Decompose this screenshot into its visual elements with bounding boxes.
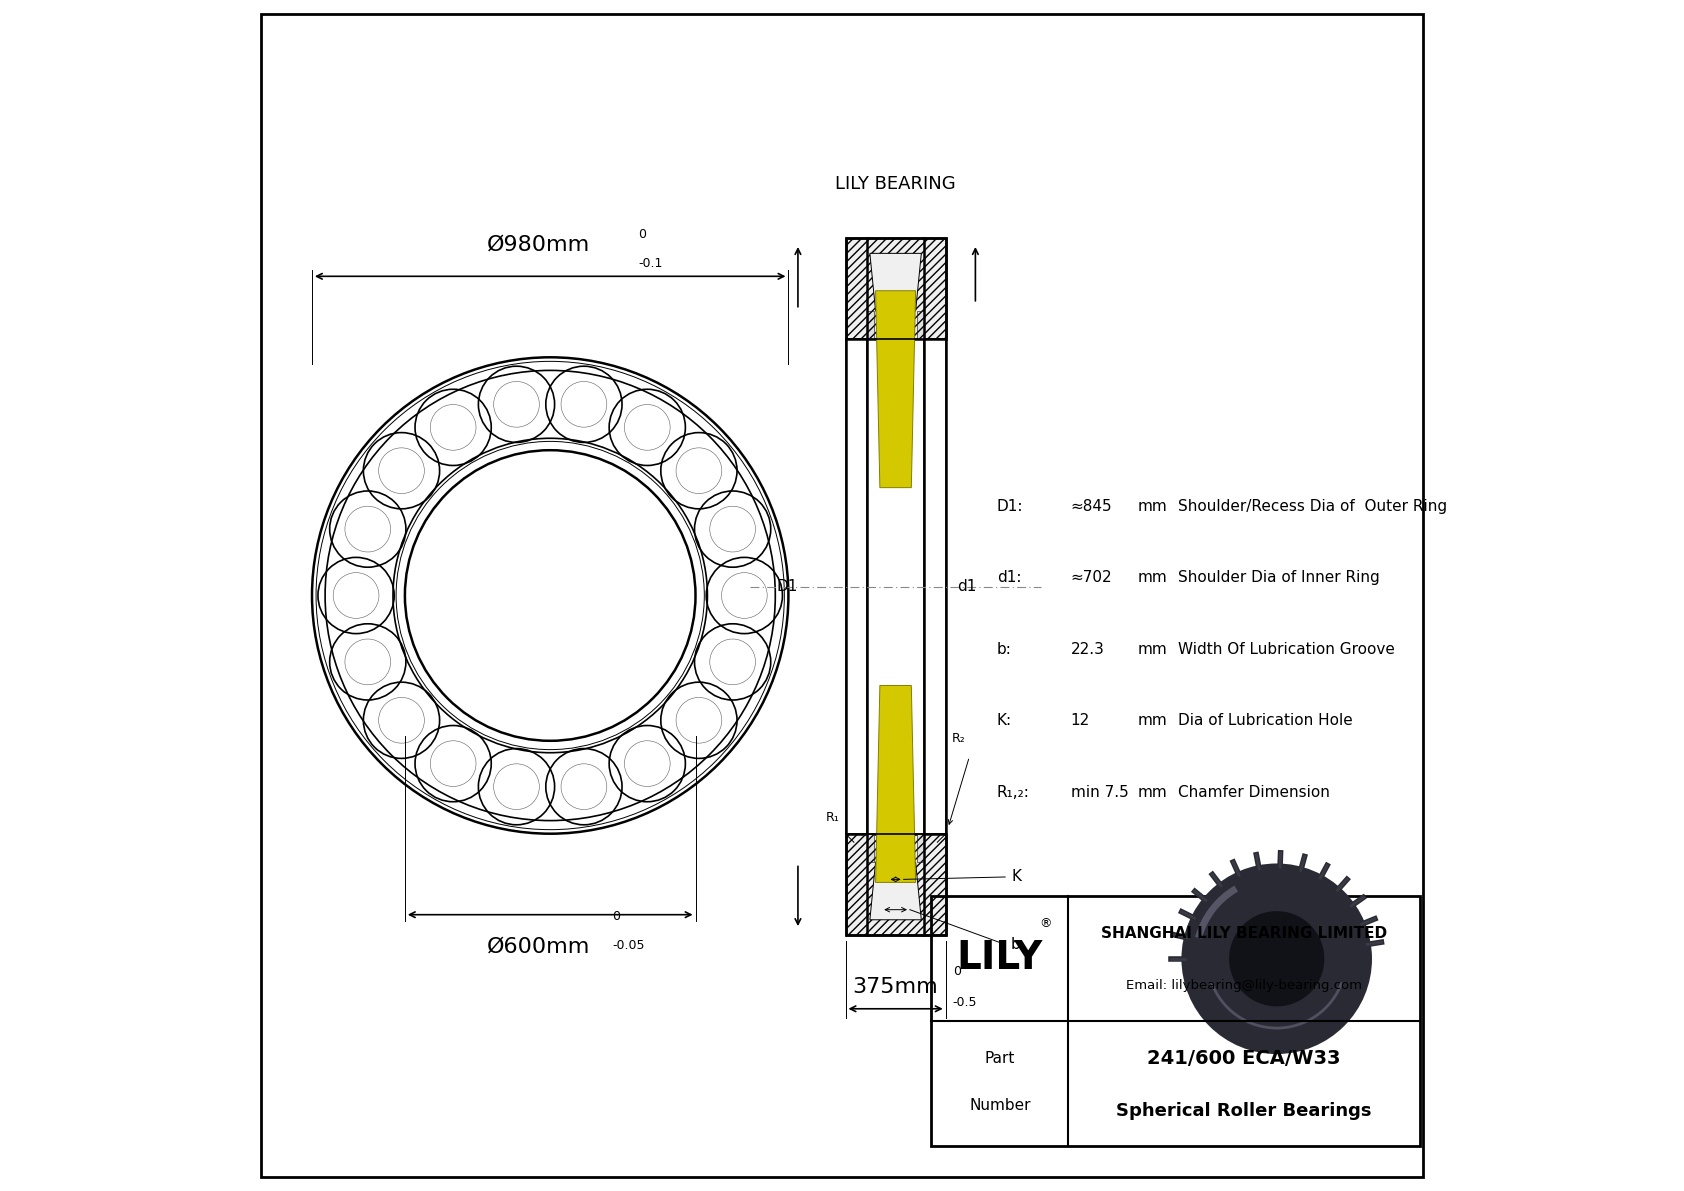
Text: Ø600mm: Ø600mm — [487, 936, 589, 956]
Text: SHANGHAI LILY BEARING LIMITED: SHANGHAI LILY BEARING LIMITED — [1101, 925, 1388, 941]
Text: R₁: R₁ — [825, 811, 840, 824]
Text: Shoulder Dia of Inner Ring: Shoulder Dia of Inner Ring — [1177, 570, 1379, 585]
Text: 0: 0 — [953, 965, 962, 978]
Bar — [845, 339, 867, 834]
Text: min 7.5: min 7.5 — [1071, 785, 1128, 799]
Text: 22.3: 22.3 — [1071, 642, 1105, 656]
Bar — [845, 238, 946, 935]
Circle shape — [1229, 911, 1324, 1006]
Polygon shape — [876, 686, 916, 883]
Text: D1: D1 — [776, 579, 798, 594]
Text: -0.1: -0.1 — [638, 257, 663, 270]
Text: b: b — [1010, 937, 1021, 952]
Bar — [918, 834, 925, 862]
Text: Width Of Lubrication Groove: Width Of Lubrication Groove — [1177, 642, 1394, 656]
Text: LILY BEARING: LILY BEARING — [835, 175, 957, 193]
Text: b:: b: — [997, 642, 1012, 656]
Text: -0.05: -0.05 — [613, 939, 645, 952]
Bar — [867, 834, 874, 862]
Text: mm: mm — [1137, 499, 1167, 513]
Text: 12: 12 — [1071, 713, 1090, 728]
Text: Part: Part — [985, 1050, 1015, 1066]
Text: Dia of Lubrication Hole: Dia of Lubrication Hole — [1177, 713, 1352, 728]
Polygon shape — [871, 862, 921, 919]
Text: ≈845: ≈845 — [1071, 499, 1113, 513]
Bar — [918, 311, 925, 339]
Text: 375mm: 375mm — [852, 977, 938, 997]
Text: R₁,₂:: R₁,₂: — [997, 785, 1029, 799]
Text: Shoulder/Recess Dia of  Outer Ring: Shoulder/Recess Dia of Outer Ring — [1177, 499, 1447, 513]
Bar — [867, 311, 874, 339]
Polygon shape — [871, 254, 921, 311]
Text: Email: lilybearing@lily-bearing.com: Email: lilybearing@lily-bearing.com — [1127, 979, 1362, 992]
Bar — [845, 834, 946, 935]
Text: K:: K: — [997, 713, 1012, 728]
Text: mm: mm — [1137, 570, 1167, 585]
Bar — [931, 896, 1420, 1146]
Bar — [925, 339, 946, 834]
Text: 0: 0 — [613, 910, 620, 923]
Text: d1:: d1: — [997, 570, 1021, 585]
Bar — [845, 834, 946, 935]
Polygon shape — [876, 291, 916, 487]
Text: ≈702: ≈702 — [1071, 570, 1113, 585]
Text: ®: ® — [1039, 917, 1051, 930]
Text: Chamfer Dimension: Chamfer Dimension — [1177, 785, 1330, 799]
Text: d1: d1 — [958, 579, 977, 594]
Text: Ø980mm: Ø980mm — [487, 235, 589, 255]
Text: K: K — [1010, 869, 1021, 885]
Circle shape — [1182, 863, 1372, 1054]
Text: Number: Number — [968, 1098, 1031, 1114]
Text: Spherical Roller Bearings: Spherical Roller Bearings — [1116, 1102, 1372, 1120]
Text: -0.5: -0.5 — [953, 996, 977, 1009]
Text: mm: mm — [1137, 642, 1167, 656]
Text: LILY: LILY — [957, 940, 1042, 977]
Bar — [845, 238, 946, 339]
Text: 0: 0 — [638, 227, 647, 241]
Bar — [845, 238, 946, 339]
Text: 241/600 ECA/W33: 241/600 ECA/W33 — [1147, 1049, 1340, 1067]
Text: R₂: R₂ — [951, 732, 965, 746]
Text: mm: mm — [1137, 785, 1167, 799]
Text: mm: mm — [1137, 713, 1167, 728]
Text: D1:: D1: — [997, 499, 1024, 513]
